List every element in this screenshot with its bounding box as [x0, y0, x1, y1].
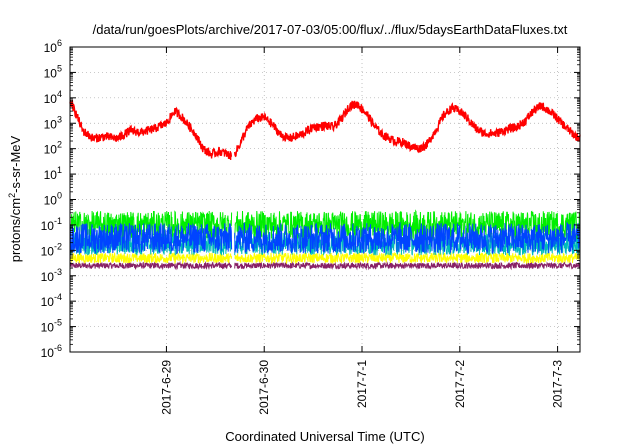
y-tick-label: 10-2	[41, 241, 62, 258]
y-tick-exponent: -2	[54, 241, 62, 251]
y-tick-exponent: 6	[57, 38, 62, 48]
y-tick-exponent: 3	[57, 114, 62, 124]
y-tick-label: 106	[44, 38, 62, 55]
y-tick-exponent: -3	[54, 267, 62, 277]
y-tick-mantissa: 10	[44, 117, 58, 131]
y-tick-label: 101	[44, 165, 62, 182]
x-tick-label: 2017-6-29	[159, 360, 173, 415]
series-line-red	[69, 99, 581, 161]
y-tick-mantissa: 10	[44, 143, 58, 157]
y-tick-label: 100	[44, 191, 62, 208]
grid	[70, 47, 580, 352]
y-tick-mantissa: 10	[44, 194, 58, 208]
y-tick-mantissa: 10	[41, 244, 55, 258]
y-tick-exponent: 2	[57, 140, 62, 150]
y-tick-exponent: -4	[54, 292, 62, 302]
y-tick-mantissa: 10	[44, 92, 58, 106]
plot-series	[69, 99, 581, 271]
x-tick-label: 2017-7-2	[453, 360, 467, 408]
y-tick-mantissa: 10	[44, 168, 58, 182]
y-tick-label: 10-6	[41, 343, 62, 360]
y-tick-label: 102	[44, 140, 62, 157]
series-line	[69, 251, 581, 265]
y-tick-exponent: 0	[57, 191, 62, 201]
y-tick-label: 10-4	[41, 292, 62, 309]
y-tick-label: 10-1	[41, 216, 62, 233]
y-tick-label: 103	[44, 114, 62, 131]
y-axis-label-rest: -s-sr-MeV	[8, 135, 23, 192]
y-tick-mantissa: 10	[44, 66, 58, 80]
y-tick-label: 10-5	[41, 318, 62, 335]
y-axis-label: protons/cm2-s-sr-MeV	[7, 135, 23, 262]
y-tick-mantissa: 10	[44, 41, 58, 55]
y-tick-exponent: 4	[57, 89, 62, 99]
x-tick-label: 2017-7-3	[551, 360, 565, 408]
x-axis-label: Coordinated Universal Time (UTC)	[225, 429, 424, 444]
chart-title: /data/run/goesPlots/archive/2017-07-03/0…	[93, 22, 568, 37]
y-tick-exponent: 5	[57, 63, 62, 73]
y-tick-mantissa: 10	[41, 295, 55, 309]
y-tick-mantissa: 10	[41, 346, 55, 360]
series-line	[69, 221, 581, 255]
y-axis-label-unit: protons/cm	[8, 198, 23, 262]
y-axis-label-exponent: 2	[7, 193, 17, 198]
y-tick-mantissa: 10	[41, 321, 55, 335]
y-tick-label: 10-3	[41, 267, 62, 284]
y-axis: 10610510410310210110010-110-210-310-410-…	[41, 38, 580, 360]
y-tick-label: 105	[44, 63, 62, 80]
x-axis: 2017-6-29 2017-6-30 2017-7-1 2017-7-2 2017-7…	[159, 47, 565, 415]
series-line	[69, 260, 581, 271]
y-tick-mantissa: 10	[41, 270, 55, 284]
y-tick-exponent: -6	[54, 343, 62, 353]
y-tick-exponent: 1	[57, 165, 62, 175]
y-tick-mantissa: 10	[41, 219, 55, 233]
y-tick-label: 104	[44, 89, 62, 106]
x-tick-label: 2017-7-1	[355, 360, 369, 408]
y-tick-exponent: -1	[54, 216, 62, 226]
x-tick-label: 2017-6-30	[257, 360, 271, 415]
y-tick-exponent: -5	[54, 318, 62, 328]
